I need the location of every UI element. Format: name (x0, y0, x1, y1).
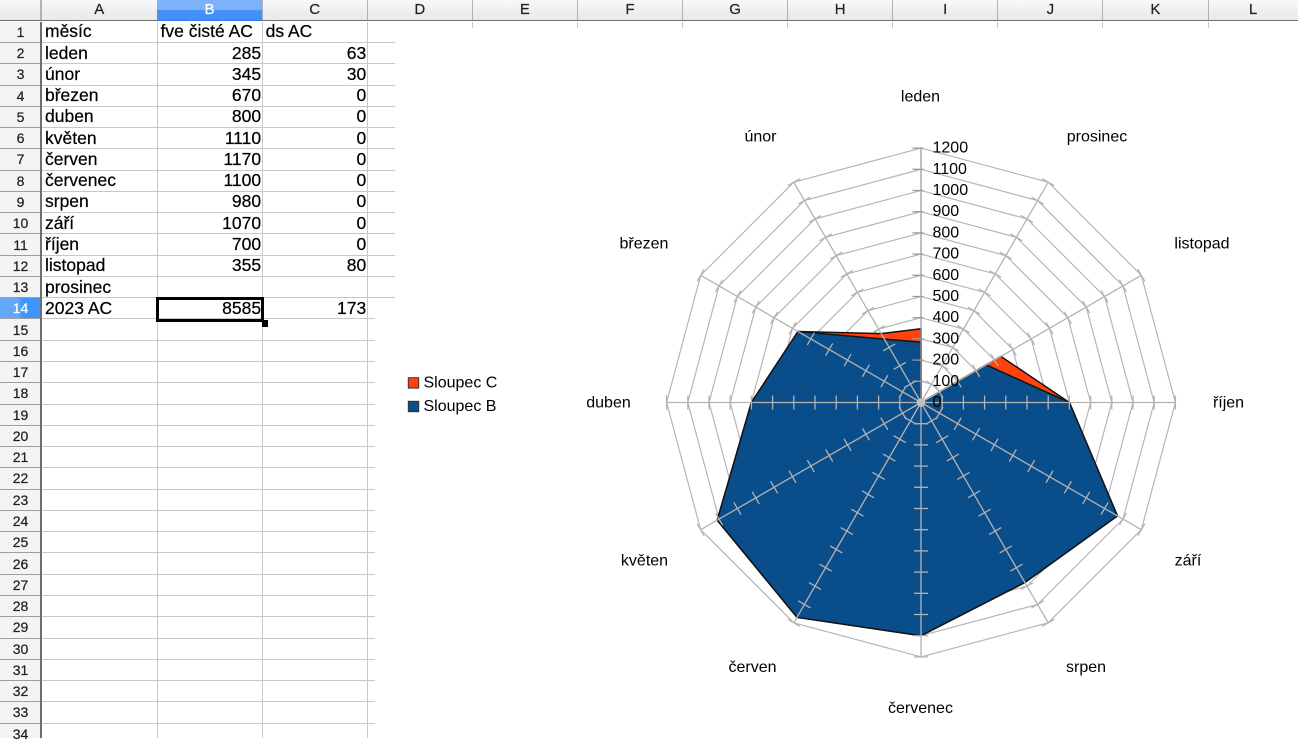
svg-text:duben: duben (586, 395, 631, 412)
svg-text:900: 900 (933, 203, 960, 220)
svg-text:říjen: říjen (1213, 395, 1244, 412)
svg-text:březen: březen (620, 235, 669, 252)
svg-text:300: 300 (933, 330, 960, 347)
svg-text:červen: červen (728, 659, 776, 676)
svg-text:800: 800 (933, 224, 960, 241)
svg-text:1000: 1000 (933, 182, 969, 199)
svg-text:100: 100 (933, 373, 960, 390)
svg-text:700: 700 (933, 246, 960, 263)
svg-text:600: 600 (933, 267, 960, 284)
svg-text:leden: leden (901, 89, 940, 106)
svg-text:září: září (1175, 553, 1202, 570)
svg-text:400: 400 (933, 309, 960, 326)
svg-text:500: 500 (933, 288, 960, 305)
svg-text:listopad: listopad (1174, 235, 1229, 252)
svg-text:prosinec: prosinec (1067, 128, 1127, 145)
svg-text:srpen: srpen (1066, 659, 1106, 676)
svg-text:1100: 1100 (933, 161, 968, 178)
svg-text:květen: květen (621, 553, 668, 570)
svg-text:únor: únor (744, 128, 777, 145)
svg-text:200: 200 (933, 352, 960, 369)
svg-text:0: 0 (933, 394, 942, 411)
svg-text:Sloupec B: Sloupec B (424, 398, 497, 415)
svg-text:1200: 1200 (933, 140, 969, 157)
svg-text:Sloupec C: Sloupec C (424, 375, 498, 392)
svg-text:červenec: červenec (888, 700, 953, 717)
